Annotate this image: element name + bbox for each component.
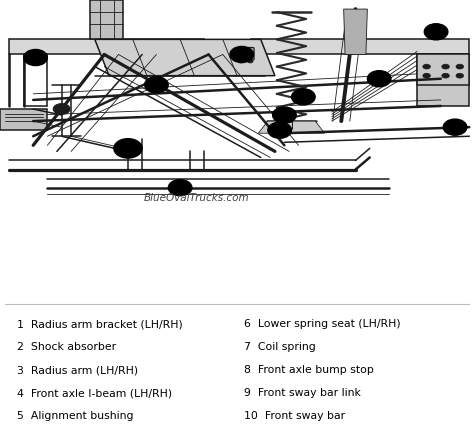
Text: 6  Lower spring seat (LH/RH): 6 Lower spring seat (LH/RH) xyxy=(244,320,401,329)
Circle shape xyxy=(247,59,253,63)
Text: 8: 8 xyxy=(239,50,245,59)
Ellipse shape xyxy=(24,50,47,66)
Ellipse shape xyxy=(114,139,142,158)
Text: 10: 10 xyxy=(123,144,133,153)
Ellipse shape xyxy=(443,119,467,135)
Ellipse shape xyxy=(230,46,254,63)
Text: 5: 5 xyxy=(277,126,283,135)
Text: 8  Front axle bump stop: 8 Front axle bump stop xyxy=(244,366,374,375)
Circle shape xyxy=(53,103,70,114)
Text: 4  Front axle I-beam (LH/RH): 4 Front axle I-beam (LH/RH) xyxy=(17,389,172,398)
Text: 2: 2 xyxy=(376,74,382,83)
Text: BlueOvalTrucks.com: BlueOvalTrucks.com xyxy=(144,193,249,203)
Text: 7  Coil spring: 7 Coil spring xyxy=(244,343,316,352)
Circle shape xyxy=(456,64,464,69)
Text: 10  Front sway bar: 10 Front sway bar xyxy=(244,412,345,421)
Ellipse shape xyxy=(367,71,391,87)
Polygon shape xyxy=(417,54,469,85)
Circle shape xyxy=(423,64,430,69)
Polygon shape xyxy=(251,39,469,54)
Text: 1: 1 xyxy=(433,27,439,36)
FancyBboxPatch shape xyxy=(281,122,292,129)
Text: 2  Shock absorber: 2 Shock absorber xyxy=(17,343,116,352)
Text: 6: 6 xyxy=(33,53,38,62)
Ellipse shape xyxy=(273,107,296,123)
Ellipse shape xyxy=(168,179,192,196)
Circle shape xyxy=(456,73,464,78)
Text: 7: 7 xyxy=(301,92,306,101)
Polygon shape xyxy=(0,109,47,130)
Ellipse shape xyxy=(292,89,315,105)
Text: 3  Radius arm (LH/RH): 3 Radius arm (LH/RH) xyxy=(17,366,138,375)
Text: 1  Radius arm bracket (LH/RH): 1 Radius arm bracket (LH/RH) xyxy=(17,320,182,329)
Polygon shape xyxy=(95,39,275,76)
Text: 5  Alignment bushing: 5 Alignment bushing xyxy=(17,412,133,421)
Polygon shape xyxy=(90,0,123,39)
Polygon shape xyxy=(344,9,367,54)
Polygon shape xyxy=(258,121,325,133)
Text: 6: 6 xyxy=(282,110,287,119)
FancyBboxPatch shape xyxy=(238,48,254,60)
Polygon shape xyxy=(9,39,204,54)
Text: 4: 4 xyxy=(154,80,159,89)
Text: 9: 9 xyxy=(177,183,183,192)
Circle shape xyxy=(423,73,430,78)
Circle shape xyxy=(442,73,449,78)
Ellipse shape xyxy=(145,76,168,93)
Text: 9  Front sway bar link: 9 Front sway bar link xyxy=(244,389,361,398)
Circle shape xyxy=(238,59,244,63)
Circle shape xyxy=(442,64,449,69)
Polygon shape xyxy=(417,54,469,106)
Ellipse shape xyxy=(268,122,292,138)
Text: 3: 3 xyxy=(452,123,458,132)
Ellipse shape xyxy=(424,24,448,40)
